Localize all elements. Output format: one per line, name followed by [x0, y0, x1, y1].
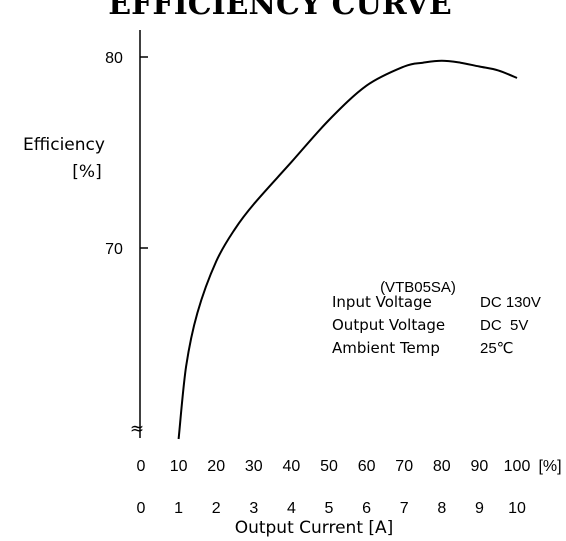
x-tick-amp-4: 4: [287, 500, 296, 517]
x-tick-amp-8: 8: [437, 500, 446, 517]
y-tick-label-70: 70: [105, 241, 123, 258]
x-tick-amp-7: 7: [400, 500, 409, 517]
chart-title: EFFICIENCY CURVE: [108, 0, 451, 22]
x-tick-percent-20: 20: [207, 458, 225, 475]
y-axis-unit: [%]: [72, 162, 101, 182]
x-tick-percent-10: 10: [170, 458, 188, 475]
x-tick-amp-5: 5: [325, 500, 334, 517]
x-tick-amp-10: 10: [508, 500, 526, 517]
y-axis-label: Efficiency: [23, 135, 105, 155]
efficiency-series-line: [177, 59, 518, 440]
annotation-output-voltage-label: Output Voltage: [332, 316, 445, 334]
x-tick-percent-90: 90: [471, 458, 489, 475]
x-tick-percent-80: 80: [433, 458, 451, 475]
y-ticks: 70 80: [105, 50, 148, 258]
x-tick-amp-3: 3: [249, 500, 258, 517]
x-tick-percent-30: 30: [245, 458, 263, 475]
annotation-output-voltage-value: DC 5V: [480, 317, 528, 334]
annotation-input-voltage-label: Input Voltage: [332, 293, 432, 311]
x-tick-amp-2: 2: [212, 500, 221, 517]
x-tick-percent-70: 70: [395, 458, 413, 475]
x-tick-amp-9: 9: [475, 500, 484, 517]
x-ticks: 0 0 10 1 20 2 30 3 40 4 50 5 60 6 70 7 80 8 90 9 100 10 [%]: [137, 458, 562, 517]
x-tick-percent-0: 0: [137, 458, 146, 475]
y-tick-label-80: 80: [105, 50, 123, 67]
annotation-ambient-temp-label: Ambient Temp: [332, 339, 440, 357]
annotation-model: (VTB05SA): [380, 279, 456, 296]
x-tick-amp-0: 0: [137, 500, 146, 517]
x-tick-percent-60: 60: [358, 458, 376, 475]
x-percent-unit: [%]: [538, 458, 561, 475]
x-tick-amp-1: 1: [174, 500, 183, 517]
x-tick-percent-50: 50: [320, 458, 338, 475]
x-axis-label: Output Current [A]: [235, 518, 394, 538]
annotation-ambient-temp-value: 25℃: [480, 340, 514, 357]
x-tick-percent-40: 40: [283, 458, 301, 475]
annotation-input-voltage-value: DC 130V: [480, 294, 541, 311]
y-axis-break-symbol: ≈: [130, 419, 144, 439]
x-tick-percent-100: 100: [504, 458, 531, 475]
x-tick-amp-6: 6: [362, 500, 371, 517]
